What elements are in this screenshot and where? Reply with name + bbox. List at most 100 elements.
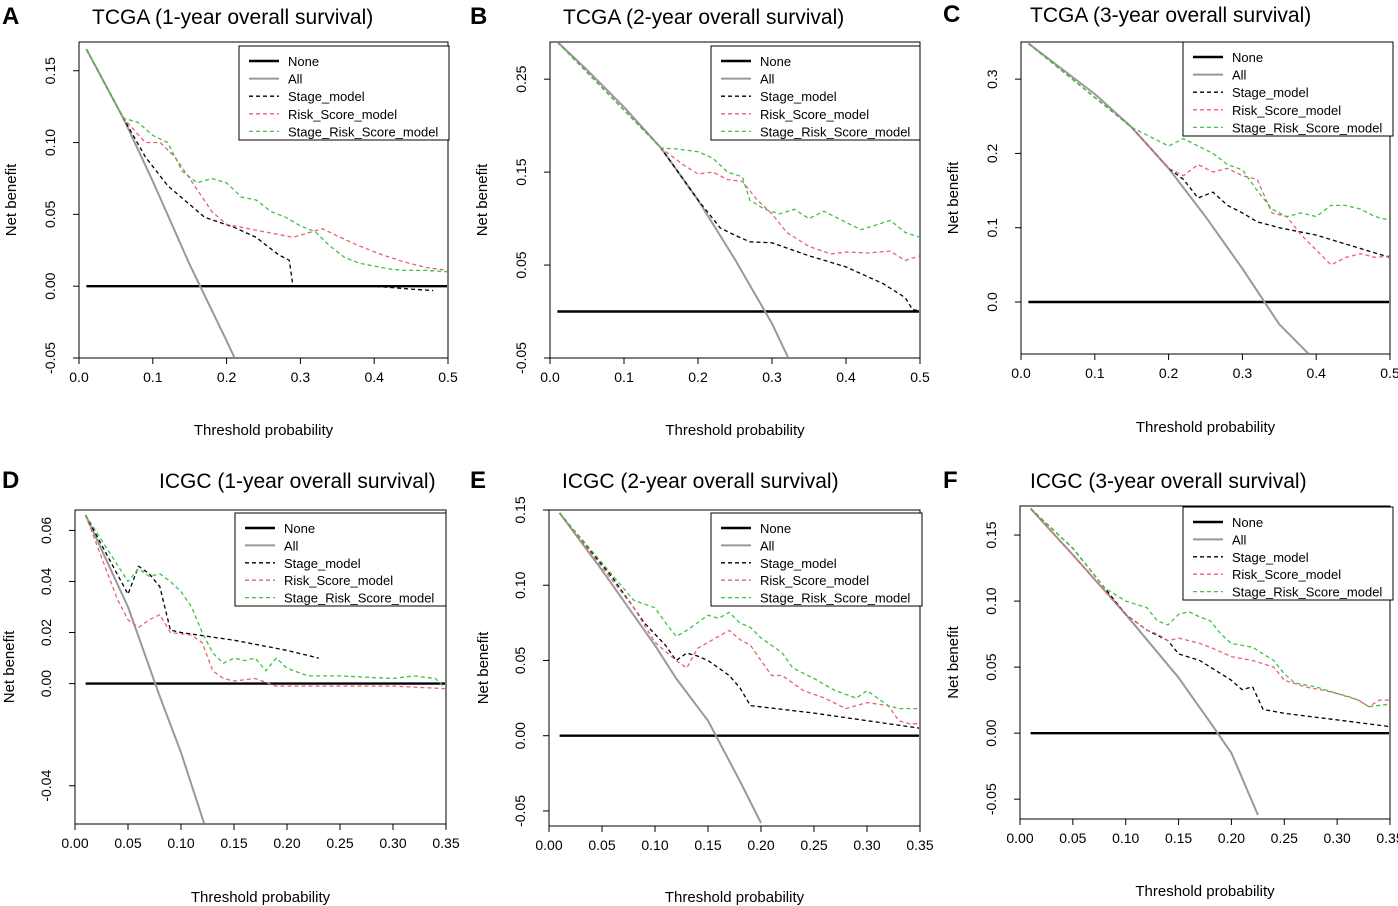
x-tick-label: 0.2 <box>217 369 237 385</box>
series-line-stage-model <box>559 512 919 729</box>
x-tick-label: 0.4 <box>1306 365 1326 381</box>
chart-title: TCGA (2-year overall survival) <box>563 6 844 29</box>
legend: None All Stage_model Risk_Score_model Stage_… <box>1182 506 1394 601</box>
x-tick-label: 0.10 <box>641 837 668 853</box>
series-line-stage-model <box>1030 508 1389 728</box>
x-tick-label: 0.15 <box>694 837 721 853</box>
panel-letter: E <box>470 467 486 494</box>
x-tick-label: 0.0 <box>1011 365 1031 381</box>
chart-title: ICGC (3-year overall survival) <box>1030 470 1307 493</box>
series-line-risk-score-model <box>1030 508 1389 708</box>
panel-c: C TCGA (3-year overall survival) 0.0 0.1 0.2… <box>943 1 1398 436</box>
x-axis: 0.0 0.1 0.2 0.3 0.4 0.5 <box>540 358 930 385</box>
x-tick-label: 0.00 <box>61 835 88 851</box>
y-tick-label: 0.15 <box>42 57 58 84</box>
legend-label: Stage_Risk_Score_model <box>284 591 434 606</box>
legend-label: Risk_Score_model <box>1232 567 1341 582</box>
legend-label: All <box>760 72 775 87</box>
series-group <box>1029 507 1389 816</box>
x-tick-label: 0.05 <box>1059 830 1086 846</box>
y-axis: 0.0 0.1 0.2 0.3 <box>984 69 1021 312</box>
y-tick-label: 0.0 <box>984 292 1000 312</box>
y-tick-label: 0.15 <box>513 158 529 185</box>
x-axis: 0.00 0.05 0.10 0.15 0.20 0.25 0.30 0.35 <box>61 824 460 851</box>
y-tick-label: 0.25 <box>513 65 529 92</box>
y-axis-label: Net benefit <box>945 625 962 698</box>
series-line-stage-risk-score-model <box>85 514 445 689</box>
panel-a: A TCGA (1-year overall survival) 0.0 0.1 0.2… <box>2 3 458 439</box>
legend-label: All <box>760 538 775 553</box>
x-tick-label: 0.20 <box>273 835 300 851</box>
x-tick-label: 0.25 <box>326 835 353 851</box>
series-group <box>558 512 919 824</box>
series-line-all <box>558 512 762 824</box>
x-tick-label: 0.30 <box>379 835 406 851</box>
x-tick-label: 0.5 <box>910 369 930 385</box>
legend-label: Stage_model <box>1232 550 1309 565</box>
series-line-all <box>1029 507 1259 816</box>
y-axis-label: Net benefit <box>474 163 491 236</box>
series-line-stage-model <box>1027 43 1389 258</box>
series-line-risk-score-model <box>557 43 919 262</box>
x-tick-label: 0.4 <box>364 369 384 385</box>
legend-label: Stage_model <box>760 89 837 104</box>
chart-title: TCGA (3-year overall survival) <box>1030 4 1311 27</box>
legend-label: None <box>288 54 319 69</box>
series-line-all <box>85 48 236 357</box>
series-line-all <box>1027 43 1310 353</box>
chart-title: TCGA (1-year overall survival) <box>92 6 373 29</box>
x-tick-label: 0.00 <box>535 837 562 853</box>
series-line-risk-score-model <box>1027 43 1389 266</box>
x-tick-label: 0.5 <box>1380 365 1398 381</box>
x-tick-label: 0.25 <box>1271 830 1298 846</box>
legend-label: Stage_Risk_Score_model <box>288 124 438 139</box>
y-tick-label: -0.05 <box>983 783 999 815</box>
x-tick-label: 0.35 <box>1376 830 1398 846</box>
x-tick-label: 0.30 <box>853 837 880 853</box>
x-tick-label: 0.4 <box>836 369 856 385</box>
legend-label: Stage_model <box>284 556 361 571</box>
y-tick-label: 0.04 <box>38 568 54 595</box>
legend-label: None <box>1232 515 1263 530</box>
x-axis-label: Threshold probability <box>191 889 331 906</box>
series-group <box>85 48 447 357</box>
series-line-stage-model <box>85 48 434 292</box>
x-tick-label: 0.2 <box>688 369 708 385</box>
x-tick-label: 0.1 <box>143 369 163 385</box>
plot-frame <box>74 509 447 825</box>
y-axis: -0.05 0.00 0.05 0.10 0.15 <box>512 496 549 827</box>
legend-label: Risk_Score_model <box>1232 103 1341 118</box>
x-axis-label: Threshold probability <box>194 422 334 439</box>
series-line-stage-risk-score-model <box>1027 43 1389 221</box>
legend-label: All <box>284 538 299 553</box>
legend-label: Risk_Score_model <box>760 107 869 122</box>
legend-label: All <box>288 72 303 87</box>
y-tick-label: 0.05 <box>512 647 528 674</box>
y-tick-label: 0.10 <box>512 571 528 598</box>
y-tick-label: -0.05 <box>513 342 529 374</box>
legend-label: Stage_Risk_Score_model <box>1232 585 1382 600</box>
legend-label: Risk_Score_model <box>288 107 397 122</box>
x-tick-label: 0.0 <box>540 369 560 385</box>
x-axis: 0.00 0.05 0.10 0.15 0.20 0.25 0.30 0.35 <box>535 826 934 853</box>
y-tick-label: 0.10 <box>983 587 999 614</box>
x-axis-label: Threshold probability <box>665 889 805 906</box>
series-line-stage-risk-score-model <box>559 512 919 710</box>
x-tick-label: 0.00 <box>1006 830 1033 846</box>
plot-frame <box>548 509 921 827</box>
legend-label: All <box>1232 532 1247 547</box>
legend-label: Risk_Score_model <box>284 573 393 588</box>
panel-d: D ICGC (1-year overall survival)0.00 0.05 0… <box>1 467 460 906</box>
x-axis: 0.00 0.05 0.10 0.15 0.20 0.25 0.30 0.35 <box>1006 819 1398 846</box>
panel-f: F ICGC (3-year overall survival)0.00 0.05 0… <box>943 467 1398 900</box>
y-axis: -0.05 0.00 0.05 0.10 0.15 <box>42 57 79 374</box>
y-tick-label: 0.00 <box>512 722 528 749</box>
y-axis-label: Net benefit <box>945 161 962 234</box>
x-tick-label: 0.3 <box>762 369 782 385</box>
x-tick-label: 0.10 <box>167 835 194 851</box>
legend-label: Stage_Risk_Score_model <box>1232 120 1382 135</box>
y-tick-label: 0.3 <box>984 69 1000 89</box>
legend: None All Stage_model Risk_Score_model Stage_… <box>234 512 447 607</box>
x-tick-label: 0.20 <box>1218 830 1245 846</box>
